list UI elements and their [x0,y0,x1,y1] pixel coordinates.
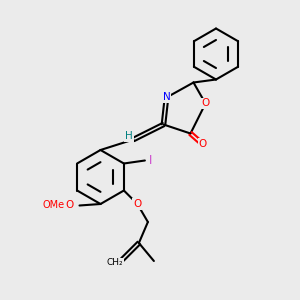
Text: O: O [198,139,207,149]
Text: CH₂: CH₂ [106,258,123,267]
Text: O: O [133,199,142,209]
Text: OMe: OMe [43,200,65,211]
Text: O: O [201,98,210,109]
Text: H: H [125,131,133,141]
Text: N: N [163,92,170,103]
Text: O: O [65,200,73,211]
Text: I: I [149,154,153,167]
